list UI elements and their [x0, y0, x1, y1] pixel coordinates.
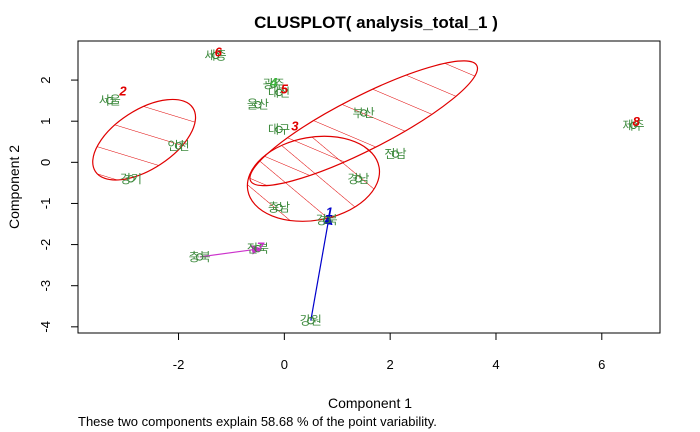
data-point [195, 253, 204, 261]
cluster-ellipses [92, 60, 479, 222]
x-tick-label: -2 [173, 357, 185, 372]
y-tick-label: 2 [38, 76, 53, 83]
cluster-ellipse [246, 135, 381, 222]
data-point [211, 51, 220, 60]
point-label: 강원 [300, 314, 322, 328]
x-tick-label: 4 [492, 357, 499, 372]
point-label: 경북 [316, 213, 338, 227]
data-point [127, 175, 135, 183]
cluster-number: 7 [257, 240, 265, 255]
point-label: 충남 [268, 201, 290, 215]
cluster-number: 2 [118, 83, 127, 98]
y-tick-label: -2 [38, 239, 53, 251]
cluster-number: 3 [291, 118, 299, 133]
data-point [106, 96, 114, 105]
data-point [354, 175, 363, 183]
data-point [275, 203, 283, 212]
y-axis: -4 -3 -2 -1 0 1 2 [38, 76, 78, 333]
data-point [254, 101, 262, 109]
data-point [307, 316, 315, 325]
chart-title: CLUSPLOT( analysis_total_1 ) [254, 13, 498, 32]
cluster-ellipse [92, 98, 197, 181]
cluster-connector [199, 245, 262, 258]
point-label: 인천 [167, 138, 189, 153]
x-tick-label: 0 [281, 357, 288, 372]
point-label: 부산 [353, 106, 375, 120]
data-point [322, 216, 331, 224]
data-point [275, 125, 283, 134]
cluster-connector [310, 214, 333, 321]
x-axis: -2 0 2 4 6 [173, 333, 605, 372]
point-label: 울산 [247, 98, 269, 112]
variability-footnote: These two components explain 58.68 % of … [78, 414, 437, 429]
cluster-ellipse-hatch [247, 136, 380, 222]
point-label: 서울 [99, 94, 121, 108]
data-point [275, 88, 283, 97]
data-point [391, 150, 400, 158]
x-axis-title: Component 1 [328, 395, 412, 411]
cluster-ellipse-hatch [92, 99, 196, 180]
cluster-number: 1 [326, 205, 333, 220]
point-label: 전남 [384, 147, 406, 161]
cluster-number: 6 [215, 44, 223, 59]
cluster-number: 5 [281, 81, 289, 96]
point-label: 대전 [268, 85, 290, 99]
point-label: 경기 [120, 172, 142, 186]
point-label: 경남 [347, 172, 369, 186]
y-axis-title: Component 2 [6, 145, 22, 229]
point-label: 대구 [268, 122, 290, 136]
y-tick-label: -4 [38, 321, 53, 333]
x-tick-label: 2 [387, 357, 394, 372]
data-point [174, 142, 183, 150]
point-label: 충북 [189, 250, 211, 264]
y-tick-label: -3 [38, 280, 53, 292]
cluster-numbers: 1 2 3 4 5 6 7 8 [118, 44, 640, 254]
data-point [270, 80, 278, 88]
x-tick-label: 6 [598, 357, 605, 372]
cluster-connectors [199, 214, 333, 321]
point-label: 광주 [263, 77, 285, 91]
y-tick-label: 0 [38, 159, 53, 166]
y-tick-label: -1 [38, 198, 53, 210]
point-label: 전북 [247, 242, 269, 256]
y-tick-label: 1 [38, 118, 53, 125]
cluster-number: 8 [633, 114, 641, 129]
plot-frame [77, 40, 661, 334]
point-label: 제주 [622, 118, 644, 132]
cluster-number: 4 [269, 75, 278, 90]
point-label: 세종 [205, 48, 227, 62]
data-point [629, 121, 638, 130]
data-point [254, 244, 262, 253]
data-point [360, 109, 368, 117]
